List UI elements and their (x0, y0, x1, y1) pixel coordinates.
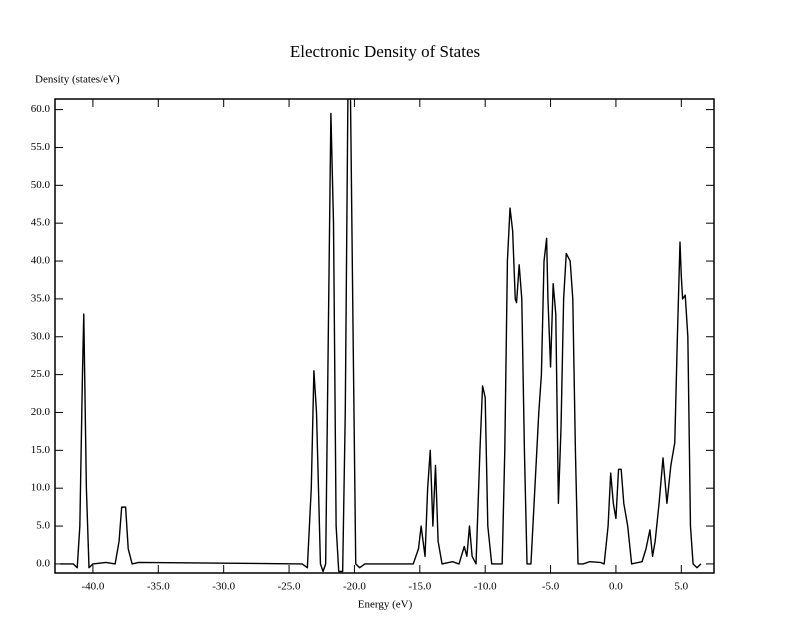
y-tick-label: 45.0 (31, 217, 51, 229)
y-tick-label: 60.0 (31, 103, 51, 115)
x-axis-label: Energy (eV) (358, 599, 413, 611)
x-tick-label: -30.0 (212, 581, 235, 593)
x-tick-label: 5.0 (674, 581, 688, 593)
x-tick-label: -40.0 (81, 581, 104, 593)
y-axis-label: Density (states/eV) (35, 74, 120, 86)
y-tick-label: 55.0 (31, 141, 51, 153)
y-tick-label: 5.0 (36, 520, 50, 532)
x-tick-label: -20.0 (343, 581, 366, 593)
y-tick-label: 35.0 (31, 292, 51, 304)
y-tick-label: 15.0 (31, 444, 51, 456)
plot-frame (54, 98, 715, 574)
dos-line (60, 99, 702, 573)
y-tick-label: 20.0 (31, 406, 51, 418)
x-tick-label: 0.0 (609, 581, 623, 593)
x-tick-label: -10.0 (474, 581, 497, 593)
x-tick-label: -5.0 (542, 581, 560, 593)
y-tick-label: 0.0 (36, 557, 50, 569)
y-tick-label: 30.0 (31, 330, 51, 342)
y-tick-label: 25.0 (31, 368, 51, 380)
y-tick-label: 40.0 (31, 255, 51, 267)
x-tick-label: -35.0 (147, 581, 170, 593)
chart-title: Electronic Density of States (290, 42, 480, 61)
x-tick-label: -25.0 (278, 581, 301, 593)
y-tick-label: 50.0 (31, 179, 51, 191)
y-tick-label: 10.0 (31, 482, 51, 494)
x-tick-label: -15.0 (408, 581, 431, 593)
